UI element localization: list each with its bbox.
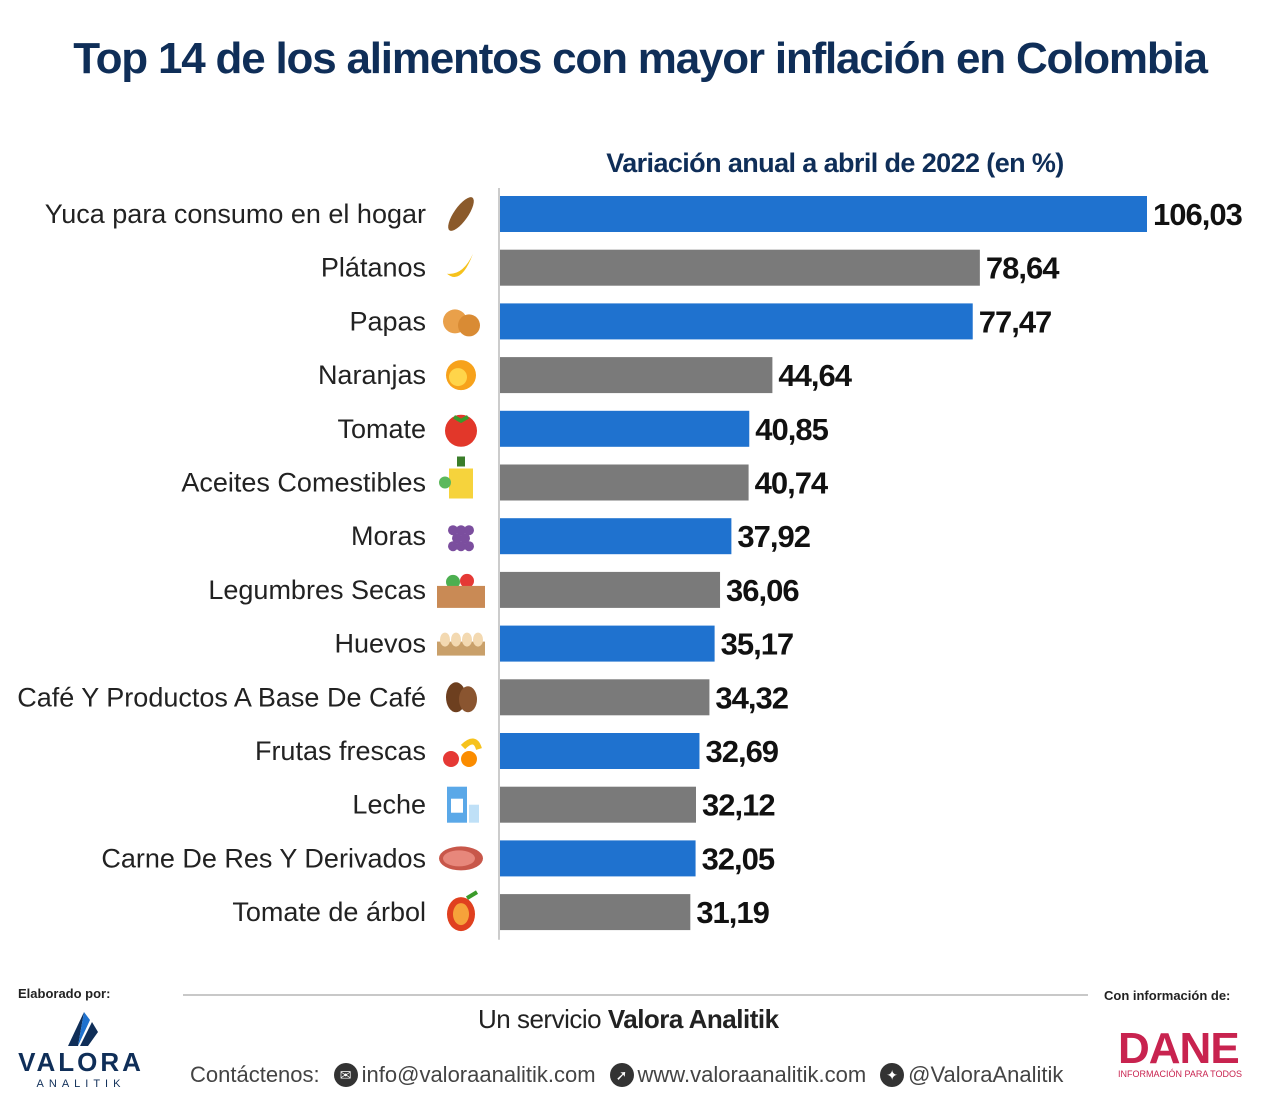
category-label: Moras bbox=[351, 521, 426, 551]
service-name: Valora Analitik bbox=[607, 1004, 779, 1034]
bar bbox=[500, 357, 773, 394]
bar bbox=[500, 410, 750, 447]
tomato-icon bbox=[445, 414, 477, 447]
blackberry-icon bbox=[448, 525, 474, 552]
coffee-bean-icon bbox=[446, 682, 477, 713]
email-icon: ✉ bbox=[333, 1063, 358, 1087]
value-label: 34,32 bbox=[715, 680, 788, 715]
tree-tomato-icon bbox=[447, 890, 479, 932]
category-label: Legumbres Secas bbox=[208, 575, 426, 605]
bar bbox=[500, 571, 721, 608]
contact-row: Contáctenos: ✉ info@valoraanalitik.com ➚… bbox=[190, 1062, 1073, 1088]
contact-label: Contáctenos: bbox=[190, 1062, 320, 1087]
contact-twitter[interactable]: @ValoraAnalitik bbox=[908, 1062, 1064, 1087]
contact-email[interactable]: info@valoraanalitik.com bbox=[361, 1062, 596, 1087]
vegetable-crate-icon bbox=[437, 573, 485, 608]
contact-website[interactable]: www.valoraanalitik.com bbox=[637, 1062, 867, 1087]
banana-icon bbox=[447, 253, 473, 277]
value-label: 78,64 bbox=[986, 251, 1060, 286]
cassava-icon bbox=[448, 197, 474, 231]
orange-icon bbox=[446, 360, 476, 391]
chart-subtitle: Variación anual a abril de 2022 (en %) bbox=[606, 148, 1064, 178]
value-label: 32,05 bbox=[702, 841, 775, 876]
category-label: Naranjas bbox=[318, 360, 426, 390]
fruit-mix-icon bbox=[443, 738, 482, 767]
bar bbox=[500, 840, 696, 877]
twitter-icon: ✦ bbox=[880, 1063, 905, 1087]
category-label: Tomate de árbol bbox=[232, 897, 426, 927]
milk-icon bbox=[447, 786, 479, 823]
category-label: Plátanos bbox=[321, 253, 426, 283]
dane-logo-text: DANE bbox=[1118, 1024, 1240, 1073]
bar bbox=[500, 464, 749, 501]
category-label: Carne De Res Y Derivados bbox=[101, 843, 426, 873]
value-label: 40,85 bbox=[755, 412, 828, 447]
footer-divider bbox=[183, 994, 1088, 996]
bar bbox=[500, 894, 691, 931]
category-label: Frutas frescas bbox=[255, 736, 426, 766]
value-label: 77,47 bbox=[979, 304, 1052, 339]
value-label: 32,69 bbox=[705, 734, 778, 769]
value-label: 32,12 bbox=[702, 788, 775, 823]
bar bbox=[500, 303, 973, 340]
chart-title: Top 14 de los alimentos con mayor inflac… bbox=[73, 34, 1208, 83]
bar bbox=[500, 518, 732, 555]
bar bbox=[500, 625, 715, 662]
value-label: 44,64 bbox=[778, 358, 852, 393]
value-label: 35,17 bbox=[721, 627, 794, 662]
value-label: 36,06 bbox=[726, 573, 799, 608]
con-informacion-label: Con información de: bbox=[1104, 988, 1231, 1003]
analitik-logo-text: ANALITIK bbox=[36, 1078, 126, 1090]
category-label: Tomate bbox=[337, 414, 426, 444]
egg-carton-icon bbox=[437, 632, 485, 656]
category-label: Leche bbox=[352, 790, 426, 820]
service-prefix: Un servicio bbox=[478, 1004, 608, 1034]
category-label: Yuca para consumo en el hogar bbox=[45, 199, 426, 229]
oil-bottle-icon bbox=[439, 456, 473, 499]
category-label: Café Y Productos A Base De Café bbox=[17, 682, 426, 712]
steak-icon bbox=[439, 846, 483, 871]
bar-chart: Yuca para consumo en el hogar 106,03 Pláta… bbox=[17, 188, 1244, 940]
value-label: 37,92 bbox=[737, 519, 810, 554]
bar bbox=[500, 786, 696, 823]
service-line: Un servicio Valora Analitik bbox=[478, 1004, 779, 1035]
cursor-icon: ➚ bbox=[609, 1063, 634, 1087]
value-label: 106,03 bbox=[1153, 197, 1243, 232]
value-label: 40,74 bbox=[755, 466, 829, 501]
valora-logo-icon bbox=[68, 1012, 98, 1046]
category-label: Papas bbox=[349, 306, 426, 336]
category-label: Aceites Comestibles bbox=[181, 468, 426, 498]
bar bbox=[500, 679, 710, 716]
category-label: Huevos bbox=[334, 629, 426, 659]
value-label: 31,19 bbox=[696, 895, 769, 930]
elaborado-label: Elaborado por: bbox=[18, 986, 111, 1001]
dane-tagline: INFORMACIÓN PARA TODOS bbox=[1118, 1069, 1243, 1079]
bar bbox=[500, 196, 1147, 232]
bar bbox=[500, 733, 700, 769]
potato-icon bbox=[443, 309, 480, 337]
valora-logo-text: VALORA bbox=[18, 1047, 144, 1077]
bar bbox=[500, 249, 980, 286]
